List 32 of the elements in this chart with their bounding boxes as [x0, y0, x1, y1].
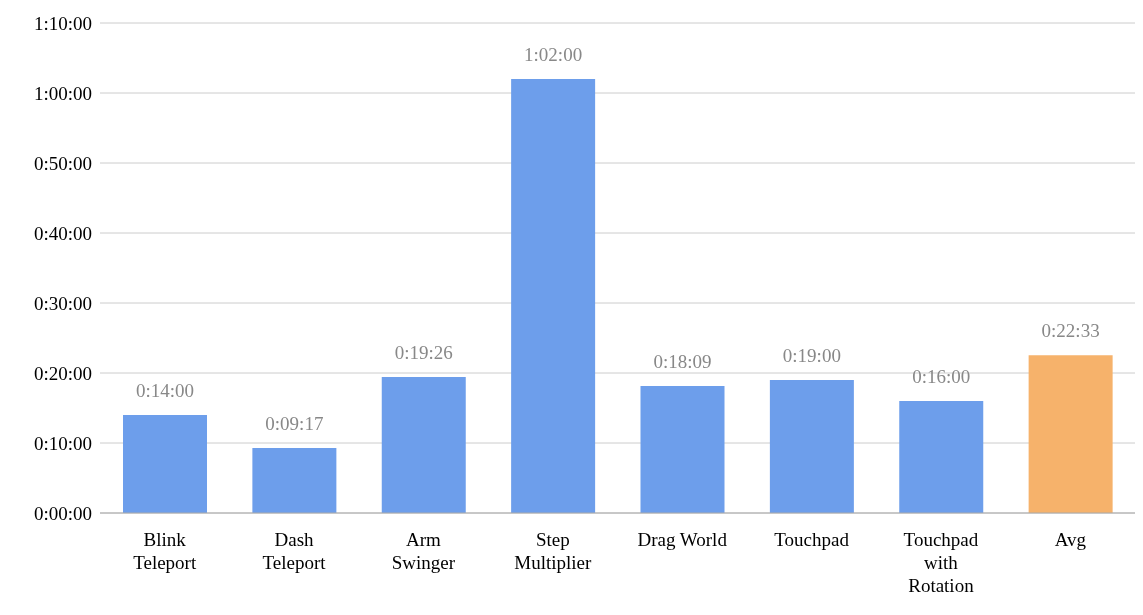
- x-tick-label: Drag World: [637, 529, 728, 551]
- y-tick-label: 0:30:00: [33, 292, 92, 314]
- y-tick-label: 1:10:00: [33, 12, 92, 34]
- data-label: 0:19:26: [394, 341, 453, 363]
- bar: [640, 385, 725, 513]
- bar: [123, 415, 207, 513]
- y-tick-label: 0:50:00: [33, 152, 92, 174]
- y-tick-label: 1:00:00: [33, 82, 92, 104]
- data-label: 0:14:00: [135, 380, 195, 401]
- x-tick-label: Touchpad with Rotation: [903, 529, 979, 596]
- data-label: 0:18:09: [653, 350, 712, 372]
- x-tick-label: Blink Teleport: [133, 529, 197, 573]
- bar: [769, 380, 854, 513]
- y-tick-label: 0:40:00: [33, 222, 92, 244]
- y-tick-label: 0:20:00: [33, 362, 92, 384]
- x-tick-label: Avg: [1054, 529, 1087, 551]
- bar: [1028, 355, 1113, 513]
- x-tick-label: Step Multiplier: [514, 529, 592, 573]
- y-tick-label: 0:00:00: [33, 502, 92, 524]
- data-label: 0:16:00: [912, 366, 971, 387]
- data-label: 0:19:00: [782, 345, 841, 366]
- data-label: 1:02:00: [524, 44, 583, 65]
- x-tick-label: Dash Teleport: [262, 529, 327, 573]
- data-label: 0:09:17: [265, 413, 324, 435]
- bar: [899, 401, 984, 513]
- data-label: 0:22:33: [1041, 320, 1100, 342]
- y-tick-label: 0:10:00: [33, 432, 92, 454]
- x-tick-label: Arm Swinger: [391, 529, 456, 573]
- x-tick-label: Touchpad: [774, 529, 850, 551]
- bar: [381, 376, 466, 513]
- bar: [252, 448, 337, 513]
- bar: [511, 79, 596, 513]
